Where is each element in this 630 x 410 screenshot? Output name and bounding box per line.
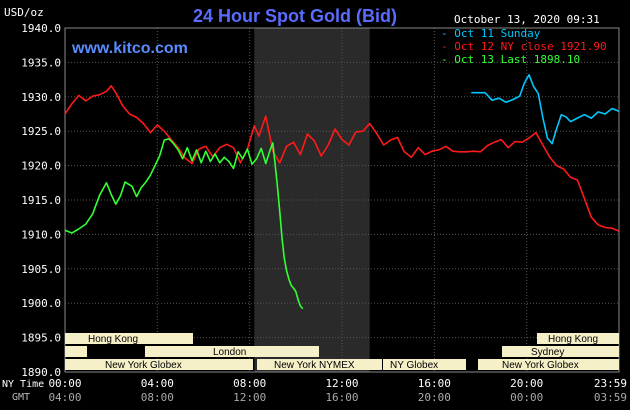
session-box — [65, 359, 253, 370]
series-oct12-line — [64, 85, 620, 232]
legend-item-oct12: - Oct 12 NY close 1921.90 — [441, 40, 607, 53]
session-new-york-globex-2-label: New York Globex — [502, 360, 579, 371]
y-tick-label: 1930.0 — [21, 91, 61, 104]
session-london-label: London — [213, 347, 246, 358]
y-tick-label: 1905.0 — [21, 263, 61, 276]
unit-label: USD/oz — [4, 6, 44, 19]
x-tick-label-ny: 23:59 — [594, 377, 627, 390]
x-tick-label-gmt: 16:00 — [325, 391, 358, 404]
y-tick-label: 1900.0 — [21, 297, 61, 310]
x-tick-label-gmt: 04:00 — [48, 391, 81, 404]
y-tick-label: 1920.0 — [21, 160, 61, 173]
y-tick-label: 1925.0 — [21, 125, 61, 138]
session-hong-kong-2-label: Hong Kong — [548, 334, 598, 345]
y-tick-label: 1910.0 — [21, 228, 61, 241]
session-ny-globex-label: NY Globex — [390, 360, 438, 371]
session-new-york-nymex-label: New York NYMEX — [274, 360, 355, 371]
x-tick-label-gmt: 20:00 — [418, 391, 451, 404]
session-sydney-label: Sydney — [531, 347, 564, 358]
session-new-york-globex-label: New York Globex — [105, 360, 182, 371]
x-tick-label-gmt: 03:59 — [594, 391, 627, 404]
x-tick-label-ny: 20:00 — [510, 377, 543, 390]
session-box — [257, 359, 382, 370]
y-tick-label: 1890.0 — [21, 366, 61, 379]
session-box — [383, 359, 466, 370]
x-tick-label-ny: 12:00 — [325, 377, 358, 390]
x-tick-label-ny: 08:00 — [233, 377, 266, 390]
series-oct11-line — [471, 74, 620, 145]
session-box — [65, 333, 193, 344]
y-tick-label: 1940.0 — [21, 22, 61, 35]
x-tick-label-ny: 04:00 — [141, 377, 174, 390]
y-tick-label: 1915.0 — [21, 194, 61, 207]
trading-sessions: Hong Kong London New York Globex New Yor… — [65, 333, 619, 371]
session-box — [478, 359, 619, 370]
chart-legend: - Oct 11 Sunday - Oct 12 NY close 1921.9… — [441, 27, 607, 66]
session-box — [145, 346, 319, 357]
x-tick-label-gmt: 00:00 — [510, 391, 543, 404]
plot-border — [64, 27, 620, 373]
session-box — [537, 333, 619, 344]
chart-title: 24 Hour Spot Gold (Bid) — [193, 6, 397, 26]
y-tick-label: 1935.0 — [21, 56, 61, 69]
site-logo-text[interactable]: www.kitco.com — [71, 40, 188, 57]
session-hong-kong-label: Hong Kong — [88, 334, 138, 345]
timestamp: October 13, 2020 09:31 — [454, 13, 600, 26]
gmt-axis-label: GMT — [12, 392, 30, 403]
x-tick-label-ny: 16:00 — [418, 377, 451, 390]
legend-item-oct11: - Oct 11 Sunday — [441, 27, 541, 40]
session-box — [502, 346, 619, 357]
series-oct13-line — [64, 138, 304, 310]
x-tick-label-gmt: 08:00 — [141, 391, 174, 404]
ny-time-axis-label: NY Time — [2, 379, 44, 390]
y-tick-label: 1895.0 — [21, 332, 61, 345]
x-tick-label-gmt: 12:00 — [233, 391, 266, 404]
x-tick-label-ny: 00:00 — [48, 377, 81, 390]
session-box — [65, 346, 87, 357]
legend-item-oct13: - Oct 13 Last 1898.10 — [441, 53, 580, 66]
